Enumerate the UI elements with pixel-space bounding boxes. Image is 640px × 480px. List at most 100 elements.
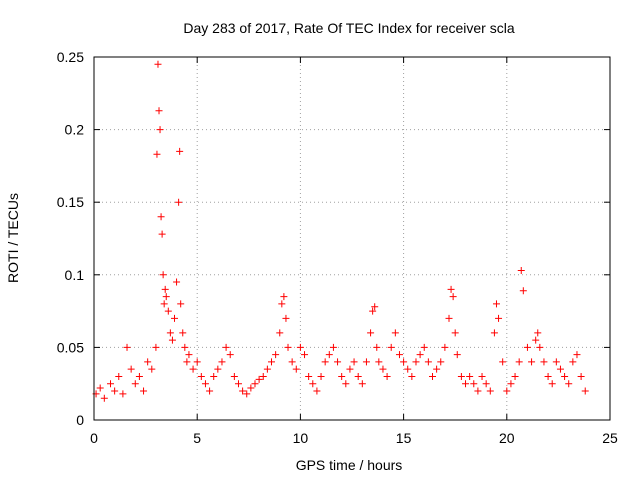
data-point [540,358,548,366]
data-point [507,380,515,388]
data-point [268,358,276,366]
data-point [433,365,441,373]
y-tick-label: 0.15 [57,194,84,210]
data-point [457,372,465,380]
data-point [445,314,453,322]
data-point [428,372,436,380]
data-point [569,358,577,366]
data-point [391,329,399,337]
data-point [162,293,170,301]
data-point [453,351,461,359]
data-point [573,351,581,359]
data-point [154,60,162,68]
data-point [210,372,218,380]
data-point [155,107,163,115]
data-point [544,372,552,380]
data-point [218,358,226,366]
data-point [449,293,457,301]
data-point [255,375,263,383]
data-point [234,380,242,388]
data-point [301,351,309,359]
data-point [424,358,432,366]
data-point [148,365,156,373]
data-point [177,300,185,308]
data-point [482,380,490,388]
data-point [577,372,585,380]
data-point [176,147,184,155]
data-point [239,387,247,395]
data-point [412,358,420,366]
data-point [441,343,449,351]
data-point [123,343,131,351]
data-point [581,387,589,395]
data-point [161,285,169,293]
data-point [447,285,455,293]
y-tick-label: 0.25 [57,49,84,65]
data-point [175,198,183,206]
plot-frame [93,56,611,421]
x-axis-ticks: 0 5 10 15 20 25 [90,57,618,446]
data-point [170,314,178,322]
data-point [179,329,187,337]
data-point [259,372,267,380]
data-point [144,358,152,366]
data-point [371,303,379,311]
data-point [400,358,408,366]
data-point [292,365,300,373]
data-point [342,380,350,388]
data-point [278,300,286,308]
data-point [185,351,193,359]
data-point [362,358,370,366]
grid-lines [94,57,610,420]
data-point [189,365,197,373]
data-point [119,390,127,398]
data-point [334,358,342,366]
data-point [263,365,271,373]
data-point [523,343,531,351]
x-axis-label: GPS time / hours [296,457,403,473]
data-point [181,343,189,351]
data-point [153,150,161,158]
data-point [565,380,573,388]
data-point [206,387,214,395]
data-point [325,351,333,359]
x-tick-label: 5 [193,430,201,446]
y-tick-label: 0 [76,412,84,428]
data-point [100,394,108,402]
data-point [168,336,176,344]
data-point [375,358,383,366]
data-point [214,365,222,373]
data-point [329,343,337,351]
y-axis-ticks: 0 0.05 0.1 0.15 0.2 0.25 [57,49,610,428]
data-point [166,329,174,337]
data-point [395,351,403,359]
data-point [420,343,428,351]
data-point [369,307,377,315]
data-point [280,293,288,301]
data-point [462,380,470,388]
data-point [193,358,201,366]
data-point [313,387,321,395]
x-tick-label: 15 [396,430,412,446]
data-point [534,329,542,337]
data-point [492,300,500,308]
y-tick-label: 0.05 [57,339,84,355]
x-tick-label: 25 [602,430,618,446]
data-point [532,336,540,344]
data-point [383,372,391,380]
data-point [478,372,486,380]
data-point [470,380,478,388]
data-point [272,351,280,359]
data-point [159,271,167,279]
data-point [222,343,230,351]
chart-title: Day 283 of 2017, Rate Of TEC Index for r… [183,20,514,36]
data-point [511,372,519,380]
data-point [474,387,482,395]
data-points [92,60,589,402]
data-point [486,387,494,395]
y-axis-label: ROTI / TECUs [5,193,21,283]
y-tick-label: 0.1 [65,267,85,283]
data-point [173,278,181,286]
data-point [157,213,165,221]
